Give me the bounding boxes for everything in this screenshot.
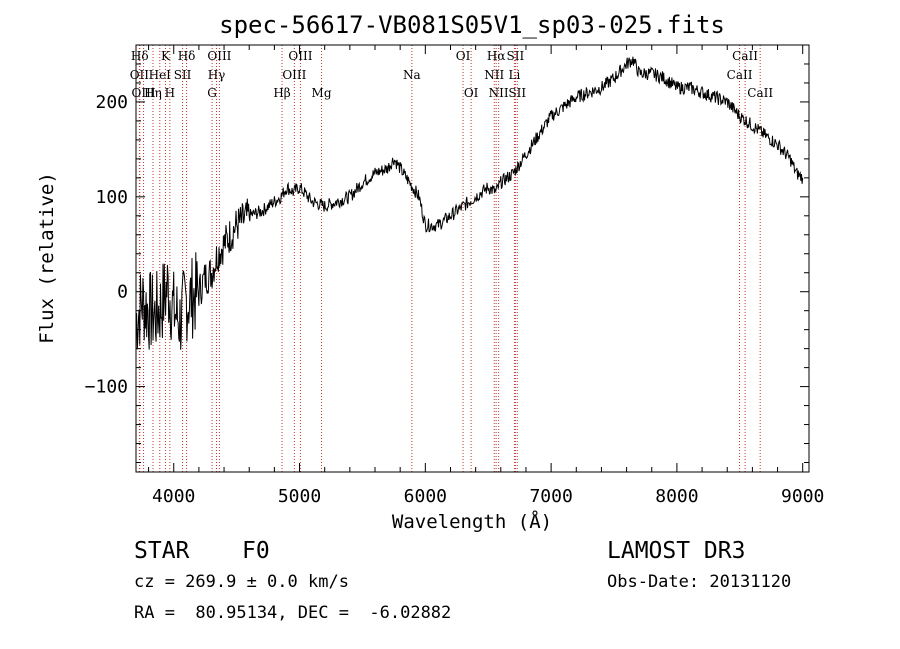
emission-line-label: Hγ bbox=[208, 68, 226, 82]
emission-line-label: Hδ bbox=[178, 49, 196, 63]
emission-line-label: OIII bbox=[207, 49, 231, 63]
emission-line-label: OI bbox=[456, 49, 471, 63]
x-tick-label: 4000 bbox=[152, 486, 195, 507]
emission-line-label: H bbox=[165, 86, 175, 100]
emission-line-label: CaII bbox=[727, 68, 753, 82]
emission-line-label: Na bbox=[403, 68, 421, 82]
plot-frame bbox=[135, 44, 810, 473]
emission-line-label: HeI bbox=[149, 68, 172, 82]
chart-title: spec-56617-VB081S05V1_sp03-025.fits bbox=[219, 11, 725, 39]
emission-line-label: Hδ bbox=[131, 49, 149, 63]
x-tick-label: 6000 bbox=[404, 486, 447, 507]
x-axis-ticks: 4000 5000 6000 7000 8000 9000 bbox=[148, 45, 824, 507]
emission-line-label: OIII bbox=[282, 68, 306, 82]
y-tick-label: −100 bbox=[85, 377, 128, 398]
emission-line-label: G bbox=[207, 86, 217, 100]
emission-line-labels: Hδ OII OIII K HeI Hη Hδ SII H OIII Hγ G OIII OIII Hβ Mg… bbox=[130, 49, 774, 100]
emission-line-label: SII bbox=[508, 86, 526, 100]
emission-line-label: OIII bbox=[132, 86, 156, 100]
object-subclass: F0 bbox=[242, 538, 270, 564]
y-axis-label: Flux (relative) bbox=[36, 172, 58, 344]
redshift-text: cz = 269.9 ± 0.0 km/s bbox=[134, 572, 349, 592]
emission-line-label: Mg bbox=[312, 86, 332, 100]
emission-line-markers bbox=[138, 45, 761, 472]
y-tick-label: 100 bbox=[95, 187, 128, 208]
emission-line-label: Li bbox=[508, 68, 520, 82]
emission-line-label: K bbox=[161, 49, 171, 63]
x-tick-label: 9000 bbox=[781, 486, 824, 507]
x-tick-label: 5000 bbox=[278, 486, 321, 507]
emission-line-label: Hα bbox=[487, 49, 506, 63]
emission-line-label: SII bbox=[174, 68, 192, 82]
x-axis-label: Wavelength (Å) bbox=[392, 510, 552, 533]
object-class: STAR bbox=[134, 538, 190, 564]
emission-line-label: NII bbox=[489, 86, 509, 100]
emission-line-label: NII bbox=[484, 68, 504, 82]
x-tick-label: 7000 bbox=[529, 486, 572, 507]
emission-line-label: Hη bbox=[144, 86, 162, 100]
emission-line-label: OI bbox=[464, 86, 479, 100]
emission-line-label: OIII bbox=[288, 49, 312, 63]
emission-line-label: CaII bbox=[732, 49, 758, 63]
emission-line-label: SII bbox=[507, 49, 525, 63]
y-axis-ticks: −100 0 100 200 bbox=[85, 44, 809, 464]
spectrum-line bbox=[135, 56, 804, 350]
x-tick-label: 8000 bbox=[655, 486, 698, 507]
y-tick-label: 200 bbox=[95, 92, 128, 113]
emission-line-label: CaII bbox=[747, 86, 773, 100]
obs-date-text: Obs-Date: 20131120 bbox=[607, 572, 792, 592]
emission-line-label: Hβ bbox=[273, 86, 290, 100]
emission-line-label: OII bbox=[130, 68, 150, 82]
survey-name: LAMOST DR3 bbox=[607, 538, 746, 564]
y-tick-label: 0 bbox=[117, 282, 128, 303]
radec-text: RA = 80.95134, DEC = -6.02882 bbox=[134, 603, 452, 623]
